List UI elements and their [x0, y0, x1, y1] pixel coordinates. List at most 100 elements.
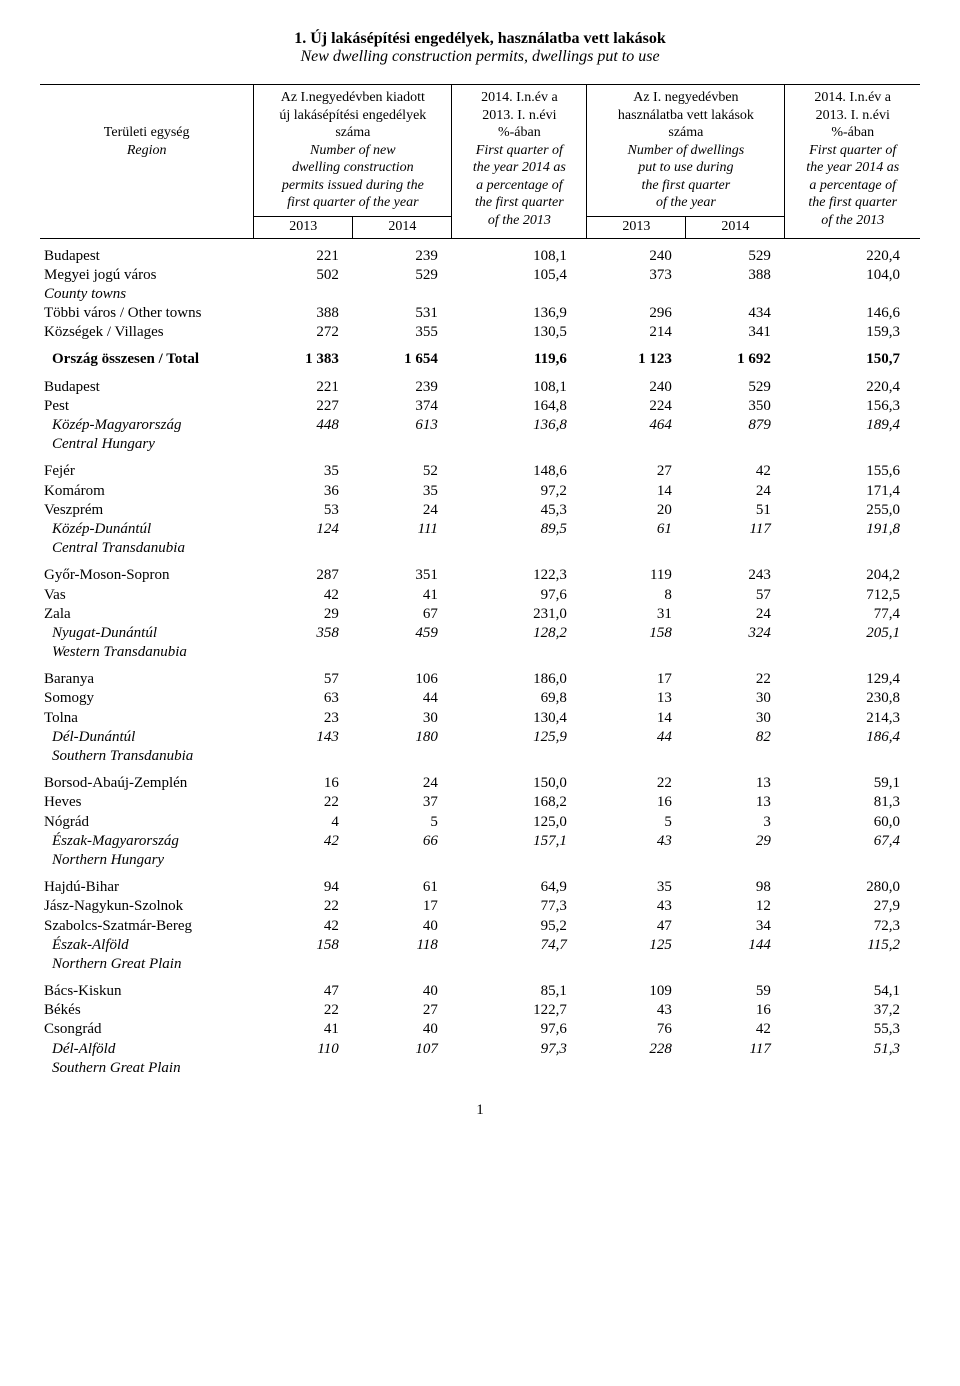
cell: 81,3	[785, 793, 920, 812]
cell: 22	[587, 774, 686, 793]
table-row: Fejér3552148,62742155,6	[40, 462, 920, 481]
cell: 117	[686, 520, 785, 539]
cell: Fejér	[40, 462, 254, 481]
cell: 30	[686, 709, 785, 728]
cell: 205,1	[785, 624, 920, 643]
hdr-pct1: 2014. I.n.év a 2013. I. n.évi %-ában Fir…	[452, 85, 587, 239]
cell: 224	[587, 397, 686, 416]
cell: 108,1	[452, 247, 587, 266]
cell: 17	[587, 670, 686, 689]
table-row: Northern Great Plain	[40, 955, 920, 974]
cell: 97,6	[452, 586, 587, 605]
cell: 324	[686, 624, 785, 643]
cell: Southern Great Plain	[40, 1059, 920, 1078]
cell: 287	[254, 566, 353, 585]
cell: 230,8	[785, 689, 920, 708]
cell: 150,7	[785, 350, 920, 369]
cell: 42	[686, 1020, 785, 1039]
cell: 358	[254, 624, 353, 643]
cell: 55,3	[785, 1020, 920, 1039]
cell: 104,0	[785, 266, 920, 285]
cell: 97,3	[452, 1040, 587, 1059]
cell: 115,2	[785, 936, 920, 955]
cell: Csongrád	[40, 1020, 254, 1039]
cell: 214,3	[785, 709, 920, 728]
cell: 34	[686, 917, 785, 936]
table-row: Dél-Alföld11010797,322811751,3	[40, 1040, 920, 1059]
cell: 40	[353, 917, 452, 936]
cell: Nógrád	[40, 813, 254, 832]
cell: 57	[686, 586, 785, 605]
cell: 531	[353, 304, 452, 323]
cell: 118	[353, 936, 452, 955]
cell: 158	[254, 936, 353, 955]
cell: 119	[587, 566, 686, 585]
table-row: Megyei jogú város502529105,4373388104,0	[40, 266, 920, 285]
table-body: Budapest221239108,1240529220,4 Megyei jog…	[40, 238, 920, 1078]
cell: 502	[254, 266, 353, 285]
cell: 5	[587, 813, 686, 832]
cell: Dél-Dunántúl	[40, 728, 254, 747]
cell: Tolna	[40, 709, 254, 728]
cell: 13	[686, 793, 785, 812]
cell: 64,9	[452, 878, 587, 897]
table-row: Borsod-Abaúj-Zemplén1624150,0221359,1	[40, 774, 920, 793]
data-table: Területi egység Region Az I.negyedévben …	[40, 84, 920, 1078]
cell: 42	[686, 462, 785, 481]
cell: 111	[353, 520, 452, 539]
cell: 5	[353, 813, 452, 832]
cell: 186,0	[452, 670, 587, 689]
cell: Községek / Villages	[40, 323, 254, 342]
cell: 16	[587, 793, 686, 812]
cell: Megyei jogú város	[40, 266, 254, 285]
hdr-pct2: 2014. I.n.év a 2013. I. n.évi %-ában Fir…	[785, 85, 920, 239]
cell: Northern Great Plain	[40, 955, 920, 974]
cell: 341	[686, 323, 785, 342]
cell: 69,8	[452, 689, 587, 708]
cell: Budapest	[40, 247, 254, 266]
cell: Bács-Kiskun	[40, 982, 254, 1001]
cell: Győr-Moson-Sopron	[40, 566, 254, 585]
cell: 42	[254, 832, 353, 851]
cell: Békés	[40, 1001, 254, 1020]
title-main: 1. Új lakásépítési engedélyek, használat…	[40, 30, 920, 48]
table-row: Southern Great Plain	[40, 1059, 920, 1078]
cell: 43	[587, 897, 686, 916]
cell: 41	[353, 586, 452, 605]
cell: 16	[686, 1001, 785, 1020]
table-row: Községek / Villages272355130,5214341159,…	[40, 323, 920, 342]
cell: Western Transdanubia	[40, 643, 920, 662]
table-row: Southern Transdanubia	[40, 747, 920, 766]
cell: 373	[587, 266, 686, 285]
page-number: 1	[40, 1102, 920, 1119]
cell: 24	[353, 501, 452, 520]
cell: 129,4	[785, 670, 920, 689]
cell: 12	[686, 897, 785, 916]
table-row: Jász-Nagykun-Szolnok221777,3431227,9	[40, 897, 920, 916]
cell: 204,2	[785, 566, 920, 585]
cell: Jász-Nagykun-Szolnok	[40, 897, 254, 916]
header-row: Területi egység Region Az I.negyedévben …	[40, 85, 920, 217]
cell: 94	[254, 878, 353, 897]
cell: 40	[353, 982, 452, 1001]
cell: 255,0	[785, 501, 920, 520]
cell: 122,3	[452, 566, 587, 585]
table-row: Vas424197,6857712,5	[40, 586, 920, 605]
table-row: Nyugat-Dunántúl358459128,2158324205,1	[40, 624, 920, 643]
cell: 51,3	[785, 1040, 920, 1059]
table-row: County towns	[40, 285, 920, 304]
cell: 59	[686, 982, 785, 1001]
cell: 105,4	[452, 266, 587, 285]
cell: 355	[353, 323, 452, 342]
cell: 155,6	[785, 462, 920, 481]
cell: 41	[254, 1020, 353, 1039]
table-row: Budapest221239108,1240529220,4	[40, 378, 920, 397]
cell: 97,6	[452, 1020, 587, 1039]
cell: 280,0	[785, 878, 920, 897]
cell: 42	[254, 586, 353, 605]
cell: 22	[254, 897, 353, 916]
cell: 122,7	[452, 1001, 587, 1020]
table-row: Tolna2330130,41430214,3	[40, 709, 920, 728]
cell: Közép-Dunántúl	[40, 520, 254, 539]
cell: 388	[686, 266, 785, 285]
